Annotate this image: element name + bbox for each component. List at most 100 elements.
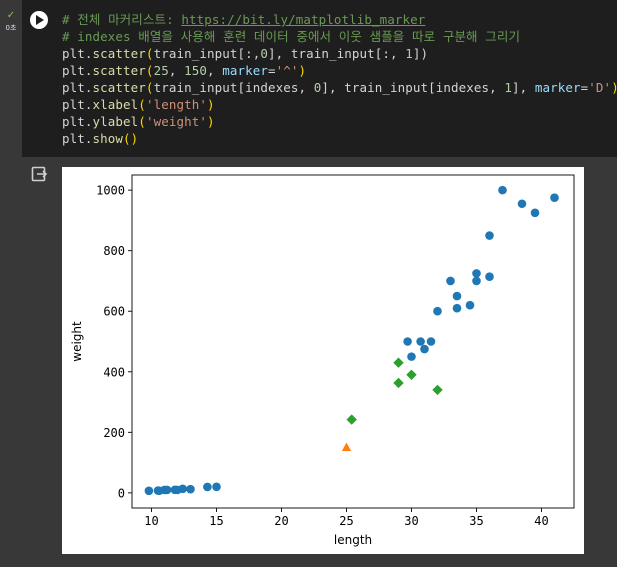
code-line[interactable]: plt.ylabel('weight'): [62, 113, 617, 130]
code-token: .: [84, 131, 93, 146]
code-token: ], train_input[:,: [267, 46, 406, 61]
data-point-circle: [550, 193, 559, 203]
data-point-circle: [212, 482, 221, 492]
data-point-circle: [472, 276, 481, 286]
data-point-circle: [530, 208, 540, 218]
output-redirect-icon[interactable]: [31, 166, 47, 182]
data-point-diamond: [432, 384, 443, 396]
code-token: ): [206, 97, 215, 112]
code-token: ,: [168, 63, 185, 78]
x-axis-label: length: [334, 533, 372, 547]
data-point-circle: [426, 337, 436, 346]
code-token: # indexes 배열을 사용해 훈련 데이터 중에서 이웃 샘플을 따로 구…: [62, 29, 521, 44]
code-token: .: [84, 114, 93, 129]
code-line[interactable]: plt.scatter(25, 150, marker='^'): [62, 62, 617, 79]
code-token: 0: [260, 46, 268, 61]
code-line[interactable]: plt.scatter(train_input[indexes, 0], tra…: [62, 79, 617, 96]
code-token: [:,: [237, 46, 261, 61]
code-token: ): [298, 63, 307, 78]
execution-time: 0초: [5, 24, 17, 32]
code-token: plt: [62, 80, 85, 95]
code-token: ,: [206, 63, 223, 78]
code-token: ]): [412, 46, 429, 61]
code-token: ],: [512, 80, 535, 95]
code-line[interactable]: # indexes 배열을 사용해 훈련 데이터 중에서 이웃 샘플을 따로 구…: [62, 28, 617, 45]
code-line[interactable]: plt.xlabel('length'): [62, 96, 617, 113]
y-tick-label: 1000: [96, 184, 125, 198]
y-tick-label: 0: [118, 486, 125, 500]
scatter-chart: 10 15 20 25 30 35 4002004006008001000lengthwei…: [70, 174, 575, 547]
data-point-circle: [465, 300, 475, 310]
code-token: scatter: [92, 46, 146, 61]
data-point-circle: [452, 303, 462, 313]
code-token: ], train_input[indexes,: [321, 80, 505, 95]
code-line[interactable]: plt.scatter(train_input[:,0], train_inpu…: [62, 45, 617, 62]
code-editor[interactable]: # 전체 마커리스트: https://bit.ly/matplotlib_ma…: [62, 11, 617, 147]
code-token: .: [84, 46, 93, 61]
code-token: 'D': [588, 80, 612, 95]
data-point-circle: [416, 337, 425, 346]
code-token: (: [145, 63, 154, 78]
code-token: '^': [275, 63, 299, 78]
code-token: plt: [62, 46, 85, 61]
code-token: marker: [534, 80, 581, 95]
code-token: 'length': [145, 97, 207, 112]
data-point-circle: [203, 482, 212, 492]
code-token: .: [84, 63, 93, 78]
x-tick-label: 10: [144, 514, 158, 528]
data-point-circle: [472, 269, 481, 278]
code-token: train_input: [153, 46, 238, 61]
x-tick-label: 35: [469, 514, 483, 528]
code-token: plt: [62, 97, 85, 112]
data-point-diamond: [406, 369, 417, 380]
code-token: 1: [504, 80, 512, 95]
data-point-circle: [485, 231, 494, 240]
cell-gutter: ✓ 0초: [0, 0, 22, 567]
data-point-triangle: [341, 442, 352, 452]
code-token: 'weight': [145, 114, 207, 129]
code-token: # 전체 마커리스트:: [62, 12, 182, 27]
code-token: scatter: [92, 63, 146, 78]
data-point-circle: [144, 486, 154, 496]
code-token: marker: [222, 63, 269, 78]
plot-output: 10 15 20 25 30 35 40 0 200 400 600 800 1000 length wei…: [62, 167, 584, 554]
code-token: 150: [184, 63, 207, 78]
code-token: plt: [62, 63, 85, 78]
data-point-circle: [433, 306, 442, 316]
data-point-circle: [407, 352, 416, 361]
code-token: (: [138, 114, 146, 129]
play-icon[interactable]: [30, 11, 48, 29]
code-token: scatter: [92, 80, 146, 95]
data-point-circle: [420, 344, 429, 354]
code-cell[interactable]: # 전체 마커리스트: https://bit.ly/matplotlib_ma…: [22, 0, 617, 157]
code-token: plt: [62, 131, 85, 146]
code-token: 25: [153, 63, 169, 78]
code-line[interactable]: plt.show(): [62, 130, 617, 147]
data-point-diamond: [393, 357, 404, 368]
y-tick-label: 800: [103, 244, 125, 258]
code-token: train_input[indexes,: [153, 80, 314, 95]
code-token: (: [145, 80, 154, 95]
x-tick-label: 15: [209, 514, 223, 528]
code-token: 1: [405, 46, 413, 61]
data-point-circle: [517, 199, 527, 209]
data-point-diamond: [346, 414, 357, 425]
code-token: ylabel: [92, 114, 139, 129]
x-tick-label: 25: [339, 514, 353, 528]
data-point-circle: [162, 485, 172, 495]
y-tick-label: 400: [103, 365, 125, 379]
y-tick-label: 200: [103, 426, 125, 440]
check-icon: ✓: [6, 10, 16, 21]
code-link[interactable]: https://bit.ly/matplotlib_marker: [181, 12, 426, 27]
data-point-circle: [485, 272, 494, 282]
data-point-circle: [446, 276, 455, 286]
code-token: (: [145, 46, 154, 61]
x-tick-label: 20: [274, 514, 288, 528]
y-tick-label: 600: [103, 305, 125, 319]
code-line[interactable]: # 전체 마커리스트: https://bit.ly/matplotlib_ma…: [62, 11, 617, 28]
data-point-circle: [498, 185, 507, 195]
code-token: plt: [62, 114, 85, 129]
code-token: ): [611, 80, 617, 95]
code-token: ): [206, 114, 215, 129]
code-token: .: [84, 80, 93, 95]
